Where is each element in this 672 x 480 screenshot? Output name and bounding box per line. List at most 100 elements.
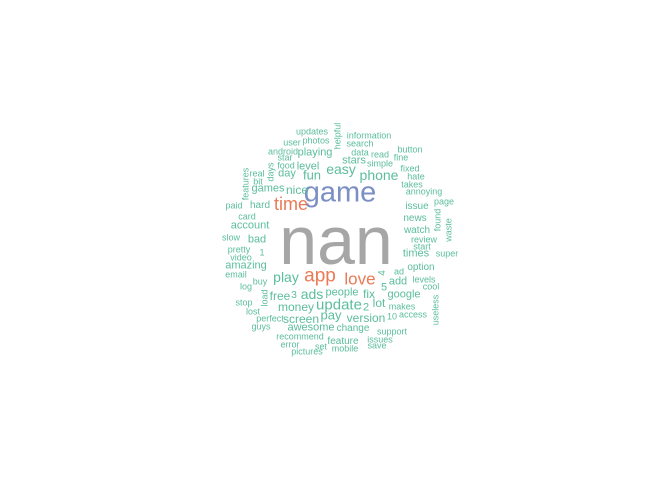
word-takes: takes [401,179,423,190]
word-nan: nan [279,203,393,279]
word-stars: stars [342,154,366,167]
word-day: day [278,167,296,180]
word-read: read [370,149,390,160]
word-love: love [344,269,376,289]
word-money: money [277,300,315,314]
word-guys: guys [251,321,271,332]
word-access: access [398,309,428,320]
word-levels: levels [412,274,436,285]
word-playing: playing [297,146,333,159]
word-review: review [410,234,438,245]
word-issues: issues [367,334,393,345]
word-recommend: recommend [276,331,324,342]
word-email: email [225,269,247,280]
word-4: 4 [377,270,388,276]
word-2: 2 [362,301,370,314]
word-days: days [265,162,276,182]
word-found: found [432,208,443,232]
word-games: games [251,182,285,195]
word-fix: fix [363,287,375,301]
word-people: people [325,286,359,299]
word-ads: ads [300,286,324,302]
word-annoying: annoying [405,186,443,197]
word-support: support [376,326,408,337]
word-save: save [367,340,387,351]
word-updates: updates [295,126,329,137]
word-helpful: helpful [332,122,343,150]
word-easy: easy [326,161,356,177]
word-video: video [230,252,252,263]
word-load: load [259,289,270,307]
word-option: option [407,262,435,273]
word-stop: stop [235,297,253,308]
word-add: add [388,275,408,288]
word-slow: slow [221,232,241,243]
word-star: star [277,152,293,163]
word-lot: lot [372,296,386,310]
word-app: app [304,265,336,287]
word-free: free [269,289,291,303]
word-game: game [303,176,377,209]
word-start: start [413,241,431,252]
word-useless: useless [430,294,441,326]
word-features: features [240,167,251,201]
word-phone: phone [359,167,399,183]
word-change: change [336,323,370,334]
word-food: food [277,160,295,171]
word-page: page [433,196,455,207]
word-log: log [239,281,253,292]
word-information: information [346,130,392,141]
word-fine: fine [393,152,409,163]
word-makes: makes [388,301,416,312]
word-super: super [435,248,459,259]
word-watch: watch [403,225,431,236]
word-version: version [346,311,386,325]
word-paid: paid [225,200,243,211]
word-time: time [273,194,309,214]
word-times: times [402,247,430,260]
word-screen: screen [282,312,320,326]
word-news: news [403,213,427,224]
word-button: button [397,144,423,155]
word-simple: simple [366,158,394,169]
word-hard: hard [249,200,271,211]
word-lost: lost [245,306,261,317]
word-mobile: mobile [331,343,359,354]
word-android: android [267,146,299,157]
word-buy: buy [252,276,268,287]
word-issue: issue [405,201,429,212]
word-bit: bit [253,176,263,187]
word-error: error [280,339,300,350]
word-data: data [351,147,369,158]
word-photos: photos [302,135,330,146]
word-waste: waste [443,218,454,242]
word-pay: pay [320,307,342,323]
word-perfect: perfect [256,313,284,324]
word-amazing: amazing [225,259,267,272]
word-play: play [273,269,299,285]
word-cool: cool [422,281,440,292]
word-nice: nice [285,183,309,197]
word-real: real [249,168,265,179]
word-account: account [230,219,270,232]
word-ad: ad [393,266,405,277]
word-feature: feature [327,336,359,347]
word-pictures: pictures [291,346,323,357]
word-fun: fun [302,167,322,183]
word-3: 3 [291,290,297,301]
word-10: 10 [386,311,398,322]
word-set: set [314,341,328,352]
word-card: card [238,211,256,222]
word-search: search [346,138,374,149]
word-hate: hate [407,171,425,182]
word-5: 5 [380,281,388,294]
word-update: update [316,296,362,314]
word-level: level [296,160,320,173]
word-1: 1 [259,247,265,258]
word-user: user [283,137,301,148]
word-google: google [387,288,421,301]
word-bad: bad [247,233,267,246]
word-awesome: awesome [287,321,335,334]
word-pretty: pretty [227,244,251,255]
